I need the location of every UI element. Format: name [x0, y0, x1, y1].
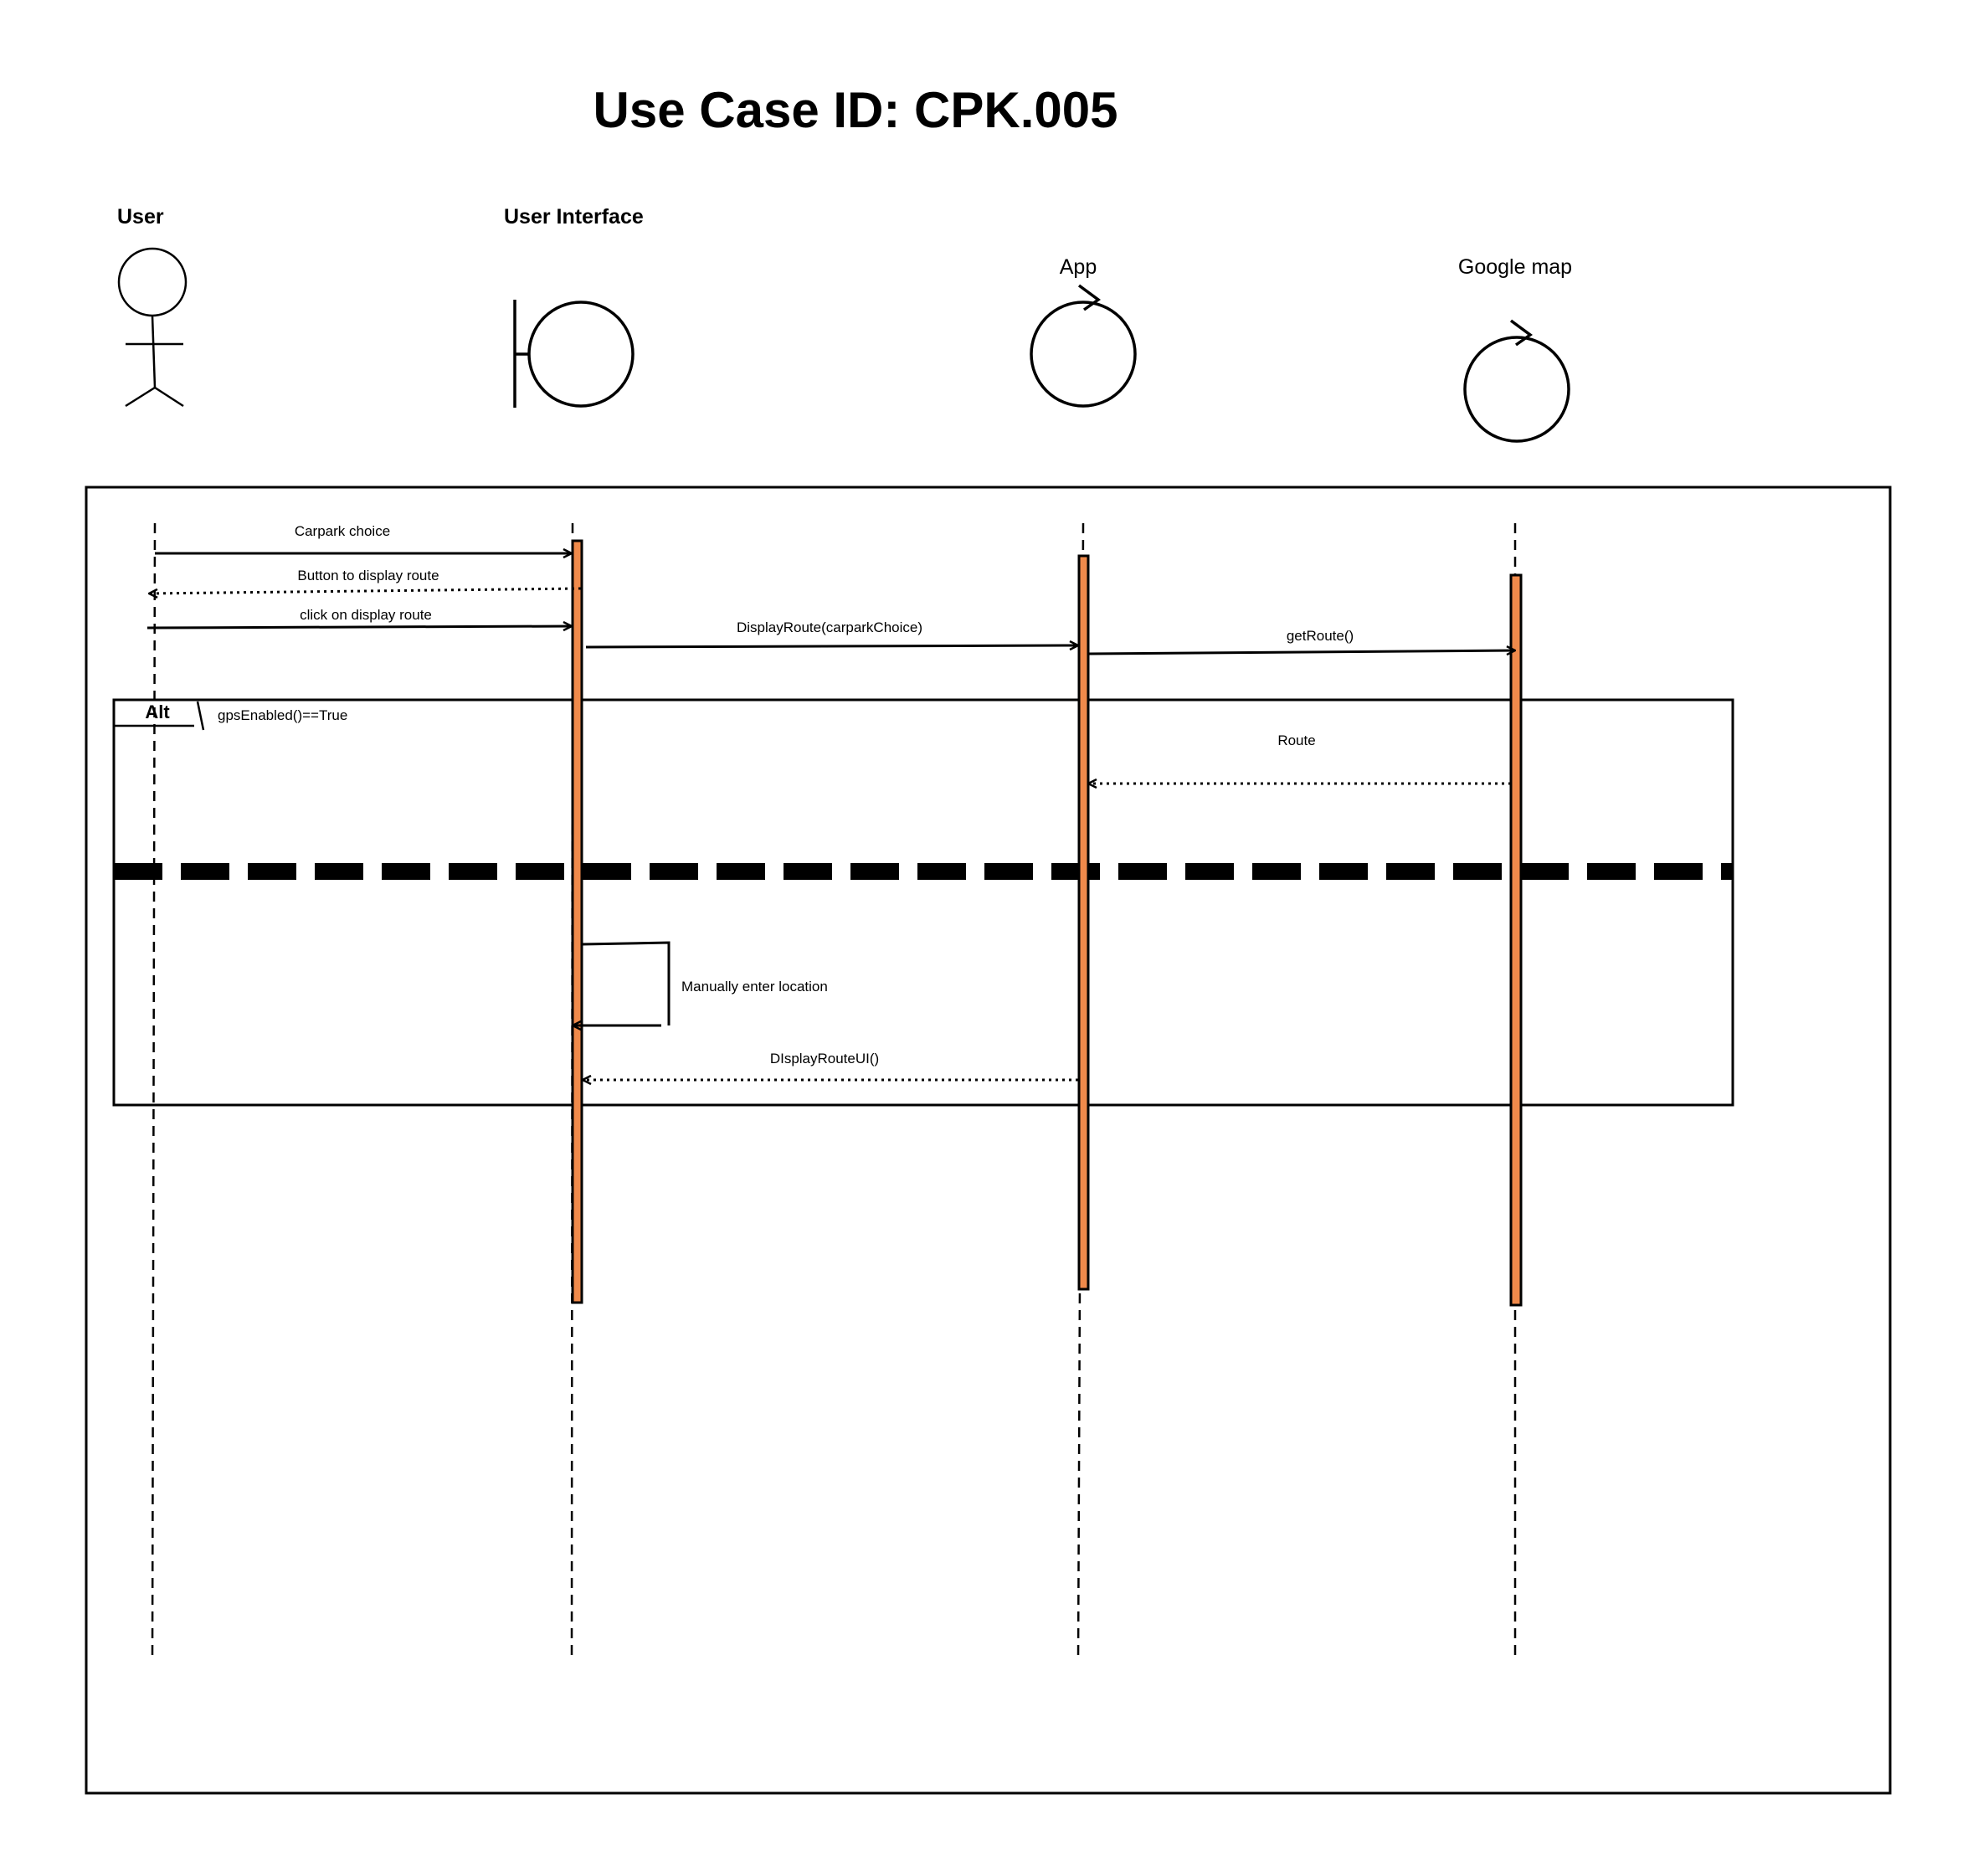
- message-label-click-display-route: click on display route: [300, 607, 432, 623]
- outer-frame: [85, 486, 1892, 1795]
- boundary-icon: [513, 300, 635, 408]
- activation-ui: [571, 539, 583, 1304]
- lifeline-user: [151, 522, 157, 1663]
- message-arrow-click-display-route: [146, 626, 572, 628]
- message-arrow-get-route: [1087, 650, 1515, 654]
- diagram-title: Use Case ID: CPK.005: [593, 82, 1118, 138]
- activation-bars: [571, 539, 1523, 1307]
- activation-map: [1509, 573, 1523, 1307]
- message-label-route: Route: [1277, 732, 1315, 748]
- activation-app: [1077, 554, 1090, 1291]
- message-arrow-button-display-route: [149, 587, 582, 594]
- message-label-display-route: DisplayRoute(carparkChoice): [737, 619, 922, 635]
- app-control-icon: [1030, 284, 1137, 408]
- alt-guard-condition: gpsEnabled()==True: [218, 707, 347, 723]
- message-label-carpark-choice: Carpark choice: [295, 523, 390, 539]
- actor-stick-figure-icon: [117, 247, 188, 408]
- participant-label-user: User: [117, 205, 164, 229]
- message-label-display-route-ui: DIsplayRouteUI(): [770, 1051, 879, 1066]
- alt-fragment-tab: [114, 701, 205, 731]
- map-control-icon: [1463, 319, 1570, 443]
- message-label-button-display-route: Button to display route: [297, 568, 439, 583]
- participant-label-ui: User Interface: [504, 205, 644, 229]
- messages: [146, 553, 1515, 1080]
- participant-label-map: Google map: [1458, 255, 1572, 279]
- message-label-manual-location: Manually enter location: [681, 979, 828, 995]
- message-arrow-manual-location: [581, 941, 671, 1025]
- alt-operator-label: Alt: [145, 702, 170, 722]
- alt-fragment-frame: [112, 698, 1734, 1107]
- lifelines: [151, 522, 1517, 1663]
- participant-label-app: App: [1060, 255, 1097, 279]
- message-label-get-route: getRoute(): [1287, 628, 1354, 644]
- message-arrow-display-route: [585, 645, 1078, 647]
